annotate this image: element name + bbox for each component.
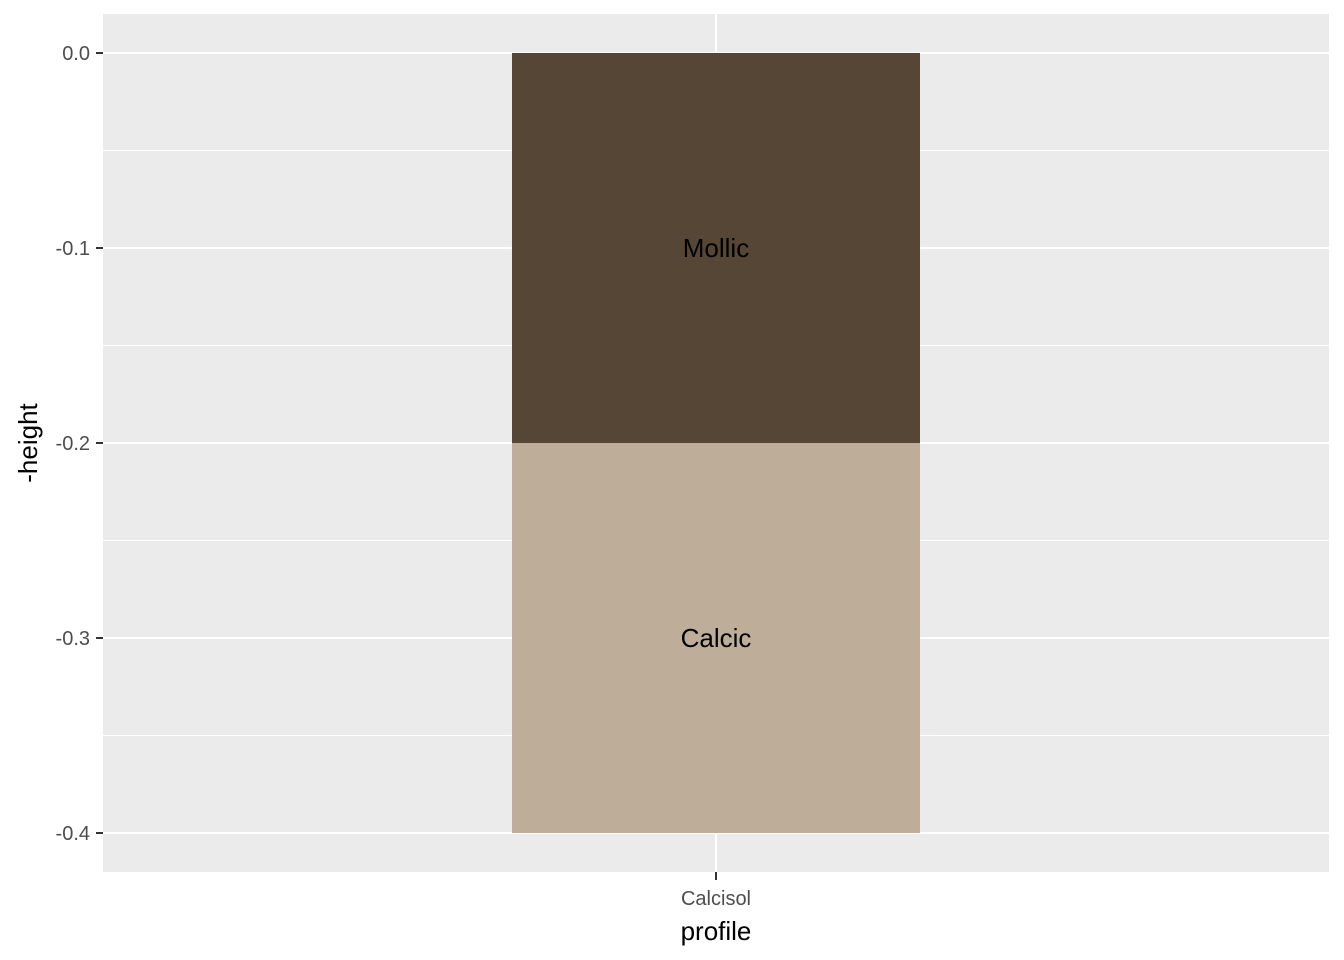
y-tick-label: -0.2 xyxy=(56,433,90,455)
segment-label-calcic: Calcic xyxy=(681,623,752,653)
bar-segment-calcic xyxy=(512,443,920,833)
segment-label-mollic: Mollic xyxy=(683,233,749,263)
y-tick-label: -0.3 xyxy=(56,628,90,650)
y-axis-title: -height xyxy=(13,402,43,482)
y-tick-label: -0.4 xyxy=(56,823,90,845)
x-axis-title: profile xyxy=(681,916,752,946)
y-axis: 0.0 -0.1 -0.2 -0.3 -0.4 xyxy=(56,43,103,845)
x-axis: Calcisol xyxy=(681,872,751,910)
bar-segments xyxy=(512,53,920,833)
x-tick-label: Calcisol xyxy=(681,888,751,910)
bar-segment-mollic xyxy=(512,53,920,443)
segment-labels: Mollic Calcic xyxy=(681,233,752,653)
y-tick-label: 0.0 xyxy=(62,43,90,65)
y-tick-label: -0.1 xyxy=(56,238,90,260)
